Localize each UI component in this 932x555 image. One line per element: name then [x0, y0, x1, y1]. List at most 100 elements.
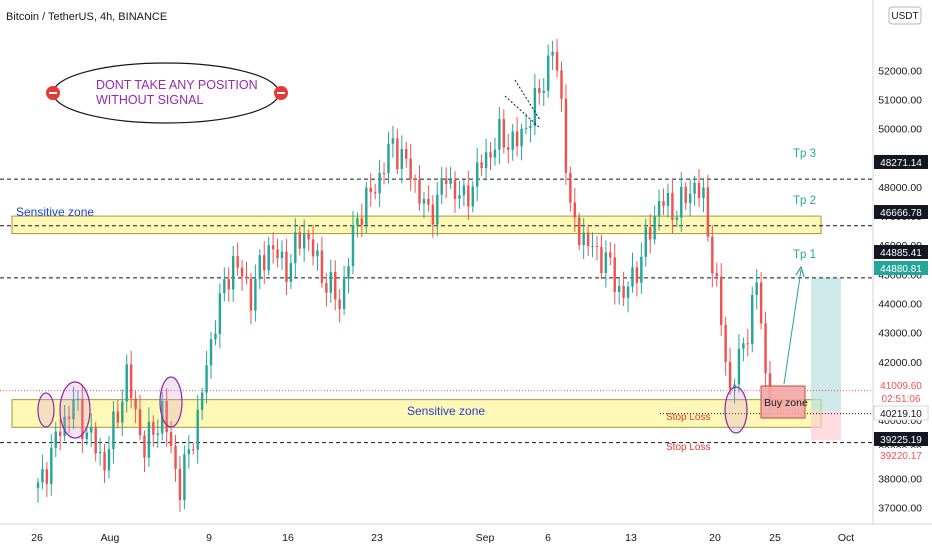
candle-body[interactable]	[156, 433, 160, 435]
candle[interactable]	[98, 437, 102, 466]
candle[interactable]	[125, 354, 128, 413]
candle[interactable]	[631, 252, 634, 293]
candle-body[interactable]	[680, 186, 683, 218]
candle-body[interactable]	[626, 286, 630, 298]
candle-body[interactable]	[600, 246, 603, 273]
candle-body[interactable]	[582, 232, 585, 246]
candle-body[interactable]	[187, 449, 191, 455]
buy-zone-box[interactable]: Buy zone	[760, 385, 808, 419]
candle[interactable]	[169, 420, 173, 454]
candle[interactable]	[755, 269, 758, 310]
candle[interactable]	[626, 281, 630, 313]
candle-body[interactable]	[67, 416, 71, 420]
candle-body[interactable]	[569, 173, 572, 203]
candle[interactable]	[653, 205, 656, 245]
candle-body[interactable]	[134, 398, 137, 410]
candle[interactable]	[675, 210, 679, 228]
candle[interactable]	[271, 232, 275, 264]
candle[interactable]	[613, 244, 616, 305]
candle-body[interactable]	[240, 267, 244, 277]
candle[interactable]	[600, 234, 603, 280]
candle[interactable]	[205, 350, 208, 404]
candle[interactable]	[85, 426, 89, 446]
candle-body[interactable]	[662, 201, 665, 206]
candle-body[interactable]	[54, 431, 57, 448]
candle[interactable]	[684, 182, 687, 211]
candle-body[interactable]	[338, 299, 341, 309]
candle-body[interactable]	[196, 409, 199, 450]
candle[interactable]	[711, 225, 714, 288]
candle[interactable]	[515, 117, 519, 157]
candle[interactable]	[409, 144, 412, 191]
candle-body[interactable]	[648, 227, 652, 240]
candle[interactable]	[267, 236, 270, 276]
candle-body[interactable]	[63, 416, 66, 437]
candle-body[interactable]	[112, 411, 115, 450]
candle-body[interactable]	[214, 333, 217, 340]
candle-body[interactable]	[360, 218, 364, 225]
candle[interactable]	[347, 257, 350, 294]
candle-body[interactable]	[444, 178, 448, 184]
candle[interactable]	[467, 170, 470, 220]
candle-body[interactable]	[586, 232, 590, 247]
candle[interactable]	[285, 238, 288, 296]
candle-body[interactable]	[245, 276, 248, 279]
candle[interactable]	[715, 262, 718, 287]
candle[interactable]	[183, 445, 186, 510]
candle-body[interactable]	[45, 469, 49, 485]
candle[interactable]	[671, 178, 674, 234]
candle-body[interactable]	[107, 449, 111, 471]
candle-body[interactable]	[489, 152, 492, 158]
candle[interactable]	[280, 240, 284, 270]
candle-body[interactable]	[657, 201, 661, 217]
candle-body[interactable]	[604, 252, 608, 273]
candle[interactable]	[396, 128, 399, 174]
candle-body[interactable]	[666, 192, 670, 206]
candle[interactable]	[94, 422, 97, 462]
candle[interactable]	[746, 329, 750, 357]
candle-body[interactable]	[254, 278, 257, 311]
candle[interactable]	[533, 74, 537, 136]
candle-body[interactable]	[622, 286, 625, 298]
candle[interactable]	[489, 142, 492, 170]
candle-body[interactable]	[125, 364, 128, 402]
candle[interactable]	[152, 415, 155, 447]
candle[interactable]	[258, 249, 262, 290]
candle[interactable]	[178, 455, 182, 512]
candle-body[interactable]	[81, 398, 84, 440]
candle-body[interactable]	[90, 427, 93, 433]
candle-body[interactable]	[551, 51, 554, 56]
candle-body[interactable]	[440, 178, 443, 195]
candle-body[interactable]	[165, 400, 168, 433]
candle-body[interactable]	[728, 362, 732, 389]
candle-body[interactable]	[635, 267, 639, 283]
candle[interactable]	[90, 413, 93, 448]
candle-body[interactable]	[546, 55, 550, 91]
candle-body[interactable]	[143, 435, 146, 458]
candle[interactable]	[444, 167, 448, 199]
candle[interactable]	[320, 236, 324, 288]
candle[interactable]	[373, 183, 377, 200]
candle[interactable]	[365, 181, 368, 234]
candle-body[interactable]	[404, 149, 408, 159]
candle[interactable]	[45, 462, 49, 498]
candle-body[interactable]	[538, 88, 541, 93]
candle[interactable]	[316, 243, 319, 271]
candle-body[interactable]	[227, 279, 230, 290]
candle[interactable]	[759, 272, 763, 330]
candle-body[interactable]	[507, 147, 510, 150]
candle[interactable]	[214, 320, 217, 346]
candle-body[interactable]	[711, 236, 714, 274]
candle[interactable]	[129, 350, 133, 409]
candle-body[interactable]	[267, 245, 270, 271]
candle[interactable]	[36, 478, 40, 503]
candle[interactable]	[511, 124, 514, 161]
candle-body[interactable]	[307, 233, 310, 240]
candle[interactable]	[121, 389, 124, 437]
candle[interactable]	[440, 166, 443, 204]
candle[interactable]	[751, 286, 754, 353]
candle[interactable]	[640, 242, 643, 294]
candle-body[interactable]	[529, 126, 532, 128]
